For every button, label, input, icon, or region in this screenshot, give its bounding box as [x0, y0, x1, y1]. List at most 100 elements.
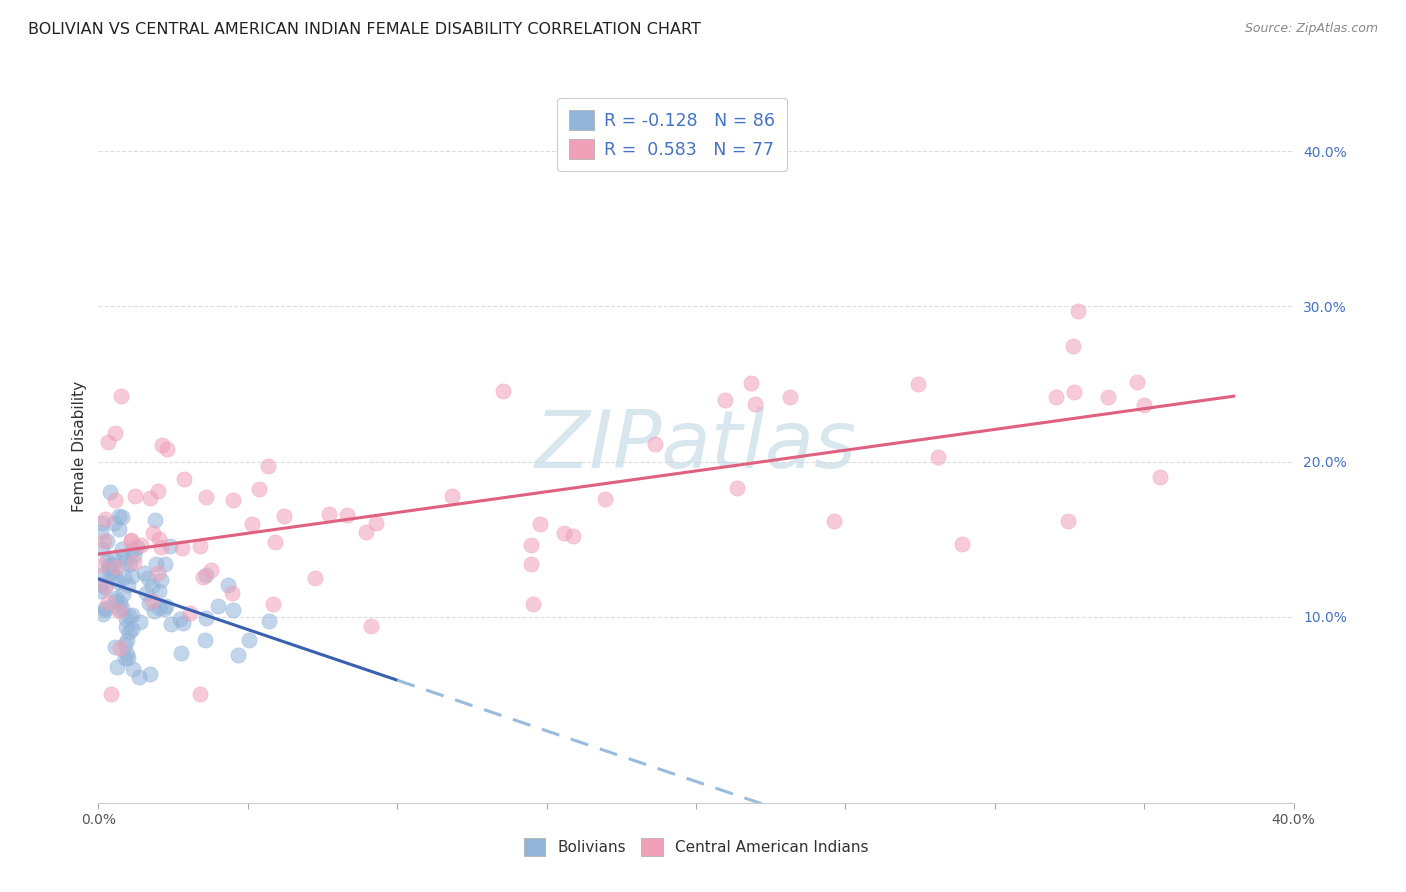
Point [121, 569, 143, 583]
Point [122, 555, 145, 569]
Point [128, 670, 150, 684]
Point [779, 390, 801, 404]
Point [1063, 385, 1085, 400]
Point [143, 513, 166, 527]
Point [131, 538, 153, 552]
Point [112, 550, 135, 565]
Point [90, 576, 112, 591]
Text: BOLIVIAN VS CENTRAL AMERICAN INDIAN FEMALE DISABILITY CORRELATION CHART: BOLIVIAN VS CENTRAL AMERICAN INDIAN FEMA… [28, 22, 702, 37]
Point [98, 484, 121, 499]
Point [120, 534, 142, 549]
Point [101, 564, 124, 578]
Point [155, 599, 177, 614]
Point [125, 541, 148, 555]
Point [263, 535, 285, 549]
Point [121, 607, 143, 622]
Point [595, 492, 617, 507]
Point [118, 557, 141, 571]
Point [155, 558, 177, 572]
Point [108, 596, 131, 610]
Point [240, 516, 263, 531]
Point [105, 660, 128, 674]
Point [170, 646, 193, 660]
Point [90, 568, 112, 582]
Point [117, 650, 139, 665]
Point [318, 507, 340, 521]
Point [520, 557, 543, 571]
Point [91, 607, 114, 622]
Point [108, 522, 131, 536]
Point [561, 529, 583, 543]
Point [714, 392, 737, 407]
Point [110, 640, 132, 655]
Text: Source: ZipAtlas.com: Source: ZipAtlas.com [1244, 22, 1378, 36]
Point [188, 687, 211, 701]
Point [336, 508, 359, 522]
Point [90, 542, 112, 557]
Point [226, 648, 249, 662]
Point [122, 548, 145, 562]
Point [122, 662, 145, 676]
Point [149, 541, 172, 555]
Point [108, 509, 131, 524]
Text: ZIPatlas: ZIPatlas [534, 407, 858, 485]
Point [1045, 390, 1067, 404]
Point [97, 595, 120, 609]
Point [927, 450, 949, 464]
Point [120, 533, 142, 548]
Point [141, 579, 163, 593]
Point [259, 614, 281, 628]
Point [195, 490, 218, 504]
Point [115, 647, 138, 661]
Point [153, 602, 176, 616]
Point [114, 637, 136, 651]
Point [304, 571, 326, 585]
Point [529, 516, 551, 531]
Point [441, 489, 464, 503]
Point [93, 512, 115, 526]
Point [194, 632, 217, 647]
Point [108, 603, 131, 617]
Point [148, 601, 170, 615]
Point [222, 493, 245, 508]
Point [104, 493, 127, 508]
Point [354, 525, 377, 540]
Point [1149, 470, 1171, 484]
Point [142, 604, 165, 618]
Point [132, 566, 155, 580]
Point [262, 597, 284, 611]
Point [217, 578, 239, 592]
Point [115, 632, 138, 647]
Point [247, 482, 270, 496]
Point [97, 560, 120, 574]
Point [117, 578, 139, 592]
Point [121, 623, 143, 637]
Point [145, 557, 167, 571]
Point [103, 516, 125, 531]
Point [1057, 514, 1080, 528]
Point [238, 633, 260, 648]
Point [104, 425, 127, 440]
Point [118, 609, 141, 624]
Point [823, 514, 845, 528]
Point [190, 539, 212, 553]
Point [111, 600, 134, 615]
Point [273, 509, 295, 524]
Point [492, 384, 515, 399]
Point [111, 509, 134, 524]
Point [111, 587, 134, 601]
Point [100, 687, 122, 701]
Point [96, 554, 118, 568]
Point [115, 620, 138, 634]
Point [950, 537, 973, 551]
Point [90, 524, 112, 539]
Point [1062, 339, 1084, 353]
Point [200, 563, 222, 577]
Point [93, 533, 115, 548]
Point [139, 666, 162, 681]
Legend: Bolivians, Central American Indians: Bolivians, Central American Indians [513, 828, 879, 866]
Point [1097, 390, 1119, 404]
Point [100, 566, 122, 580]
Point [172, 615, 194, 630]
Point [222, 603, 245, 617]
